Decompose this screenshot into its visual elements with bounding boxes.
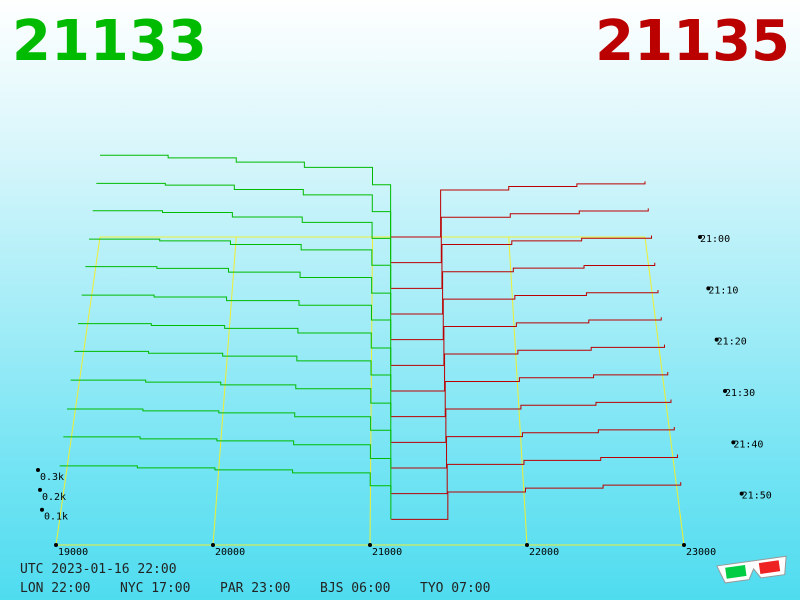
time-tick-mark (739, 491, 744, 496)
x-tick-label: 23000 (686, 547, 716, 558)
time-tick-label: 21:00 (700, 234, 730, 245)
y-tick-label: 0.1k (44, 512, 68, 523)
x-tick-mark (525, 543, 529, 547)
time-tick-label: 21:50 (742, 491, 772, 502)
bid-depth-line (92, 210, 392, 289)
bid-depth-line (63, 436, 392, 494)
ask-depth-line (391, 482, 682, 520)
ask-depth-line (390, 181, 646, 238)
bid-depth-line (70, 379, 392, 443)
bid-depth-line (89, 238, 392, 314)
bid-depth-line (78, 323, 392, 391)
bid-depth-line (85, 266, 392, 340)
ask-depth-line (390, 208, 649, 264)
time-tick-label: 21:10 (708, 285, 738, 296)
time-tick-mark (714, 337, 719, 342)
floor-grid-line (55, 236, 101, 546)
time-tick-label: 21:20 (717, 337, 747, 348)
x-tick-mark (368, 543, 372, 547)
time-tick-mark (731, 440, 736, 445)
x-tick-label: 21000 (372, 547, 402, 558)
x-tick-label: 22000 (529, 547, 559, 558)
bid-depth-line (100, 154, 392, 237)
zone-time: PAR 23:00 (220, 581, 290, 596)
bid-depth-line (96, 182, 392, 263)
x-tick-mark (54, 543, 58, 547)
floor-grid-line (644, 236, 685, 546)
y-tick-label: 0.3k (40, 472, 64, 483)
ask-depth-line (391, 426, 675, 469)
floor-grid-line (212, 236, 237, 546)
ask-depth-line (391, 454, 678, 495)
zone-time: NYC 17:00 (120, 581, 190, 596)
ask-price: 21135 (595, 9, 790, 74)
zone-time: LON 22:00 (20, 581, 90, 596)
ask-depth-line (390, 235, 652, 289)
ask-depth-line (391, 317, 662, 366)
x-tick-label: 20000 (215, 547, 245, 558)
bid-depth-line (81, 294, 392, 366)
y-tick-mark (38, 487, 42, 492)
time-tick-mark (723, 389, 727, 393)
ask-depth-line (391, 399, 672, 443)
x-tick-mark (211, 543, 215, 547)
time-tick-label: 21:30 (725, 388, 755, 399)
y-tick-label: 0.2k (42, 492, 66, 503)
ask-depth-line (391, 344, 665, 392)
y-tick-mark (36, 467, 40, 472)
x-tick-mark (682, 543, 686, 547)
bid-depth-line (74, 350, 392, 417)
y-tick-mark (40, 507, 44, 512)
zone-time: BJS 06:00 (320, 581, 390, 596)
3d-glasses-icon (716, 555, 787, 584)
time-tick-mark (698, 235, 702, 239)
floor-grid-line (508, 236, 528, 546)
zone-time: TYO 07:00 (420, 581, 490, 596)
x-tick-label: 19000 (58, 547, 88, 558)
ask-depth-line (391, 372, 669, 418)
bid-price: 21133 (12, 9, 207, 74)
time-tick-label: 21:40 (733, 439, 763, 450)
time-tick-mark (706, 286, 711, 291)
ask-depth-line (390, 289, 659, 341)
ask-depth-line (390, 262, 656, 315)
bid-depth-line (67, 408, 392, 468)
bid-depth-line (59, 465, 392, 520)
utc-time: UTC 2023-01-16 22:00 (20, 562, 177, 577)
